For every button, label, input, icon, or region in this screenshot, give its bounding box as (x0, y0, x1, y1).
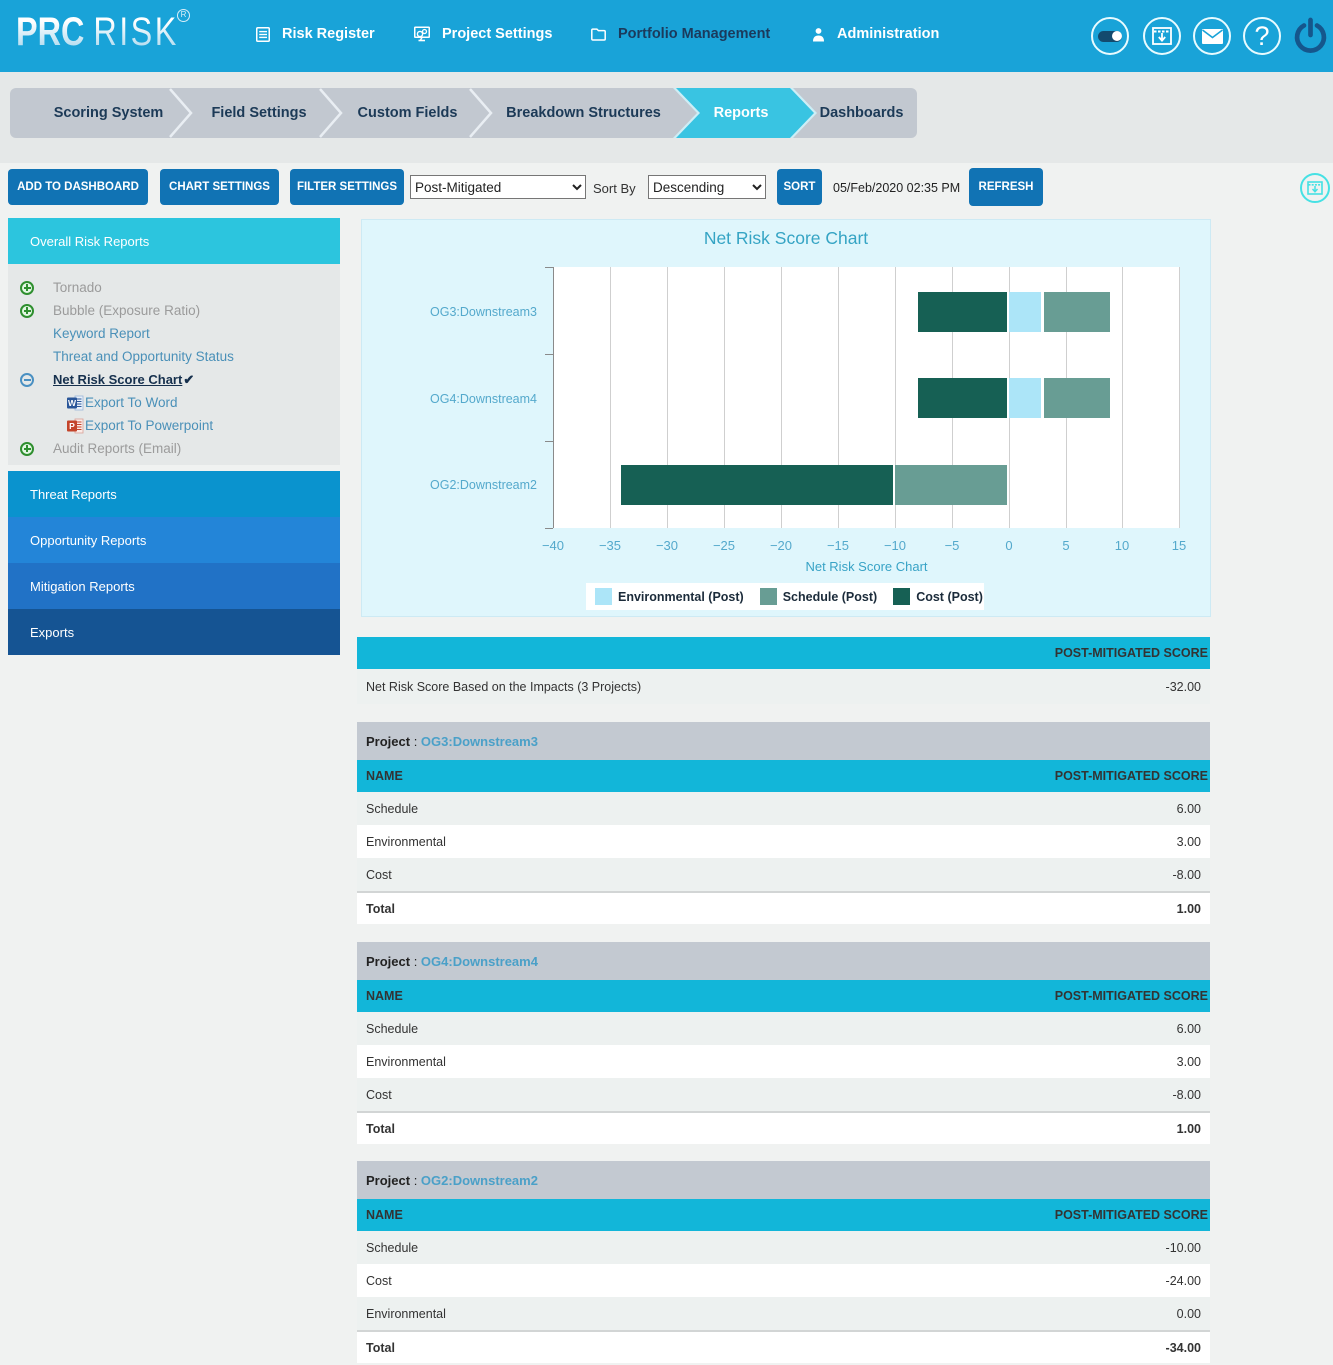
svg-text:P: P (69, 421, 75, 431)
svg-text:W: W (68, 398, 77, 408)
